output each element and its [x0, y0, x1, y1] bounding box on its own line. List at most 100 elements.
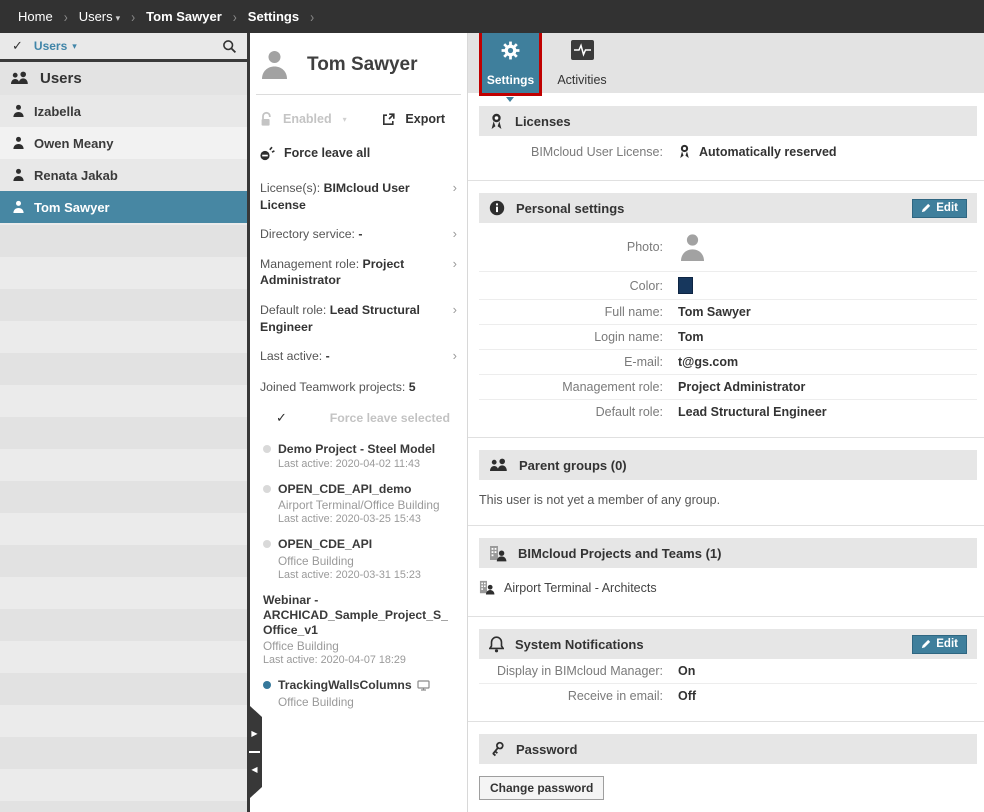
tab-activities[interactable]: Activities: [550, 33, 614, 93]
force-leave-selected-button[interactable]: Force leave selected: [329, 410, 450, 425]
collapse-left-icon[interactable]: ◀: [251, 765, 258, 774]
settings-panel: Settings Activities Licenses BIMcloud Us…: [467, 33, 984, 812]
section-projects-teams-header: BIMcloud Projects and Teams (1): [479, 538, 977, 568]
monitor-icon: [417, 680, 430, 691]
sidebar-item-renata-jakab[interactable]: Renata Jakab: [0, 159, 247, 191]
license-ribbon-icon: [680, 144, 689, 158]
user-color-swatch: [678, 277, 693, 294]
section-projects-teams: BIMcloud Projects and Teams (1) Airport …: [468, 538, 984, 617]
display-in-manager-row: Display in BIMcloud Manager: On: [479, 659, 977, 684]
export-button[interactable]: Export: [381, 112, 445, 127]
sidebar: ✓ Users ▾ Users Izabella Owen Meany Rena…: [0, 33, 247, 812]
team-item-airport-terminal-architects[interactable]: Airport Terminal - Architects: [479, 568, 977, 603]
chevron-down-icon: ▾: [115, 13, 121, 23]
joined-projects-count: Joined Teamwork projects: 5: [260, 379, 416, 394]
user-icon: [13, 136, 24, 149]
detail-actions: Enabled ▾ Export Force leave all: [250, 95, 467, 161]
section-password-header: Password: [479, 734, 977, 764]
breadcrumb-separator: ›: [131, 7, 136, 26]
sidebar-filter-label[interactable]: Users: [33, 39, 68, 53]
gear-icon: [501, 41, 520, 60]
export-icon: [383, 112, 396, 125]
tab-settings[interactable]: Settings: [482, 33, 539, 93]
default-role-row: Default role: Lead Structural Engineer: [595, 405, 827, 419]
search-icon[interactable]: [222, 39, 237, 54]
edit-notifications-button[interactable]: Edit: [912, 634, 967, 654]
change-password-button[interactable]: Change password: [479, 776, 605, 800]
breadcrumb-separator: ›: [232, 7, 237, 26]
joined-projects-list: Demo Project - Steel Model Last active: …: [250, 438, 467, 709]
user-icon: [13, 200, 24, 213]
property-directory-service[interactable]: Directory service: - ›: [260, 226, 457, 242]
info-icon: [489, 200, 505, 216]
settings-content: Licenses BIMcloud User License: Automati…: [468, 93, 984, 812]
panel-divider: [247, 33, 250, 812]
section-licenses-header: Licenses: [479, 106, 977, 136]
sidebar-empty-rows: [0, 225, 247, 812]
force-leave-icon: [260, 146, 275, 161]
edit-personal-button[interactable]: Edit: [912, 198, 967, 218]
sidebar-item-tom-sawyer[interactable]: Tom Sawyer: [0, 191, 247, 223]
sidebar-group-users[interactable]: Users: [0, 62, 247, 95]
sidebar-item-owen-meany[interactable]: Owen Meany: [0, 127, 247, 159]
project-item[interactable]: OPEN_CDE_API_demo Airport Terminal/Offic…: [263, 482, 457, 525]
building-user-icon: [490, 545, 507, 561]
detail-header: Tom Sawyer: [250, 33, 467, 81]
license-row: BIMcloud User License: Automatically res…: [530, 144, 837, 159]
check-icon[interactable]: ✓: [276, 409, 287, 425]
building-user-icon: [479, 580, 495, 595]
color-row: Color:: [479, 272, 977, 300]
breadcrumb-home[interactable]: Home: [18, 9, 53, 24]
breadcrumb-separator: ›: [63, 7, 68, 26]
sidebar-item-izabella[interactable]: Izabella: [0, 95, 247, 127]
section-personal-header: Personal settings Edit: [479, 193, 977, 223]
property-default-role[interactable]: Default role: Lead Structural Engineer ›: [260, 301, 457, 334]
license-ribbon-icon: [491, 113, 502, 129]
panel-collapse-handles: ▶ ◀: [247, 706, 262, 798]
bell-icon: [489, 635, 504, 652]
photo-row: Photo:: [479, 223, 977, 272]
chevron-right-icon: ›: [452, 226, 457, 242]
handle-separator: [249, 751, 260, 753]
key-icon: [492, 741, 504, 757]
divider: [256, 94, 461, 95]
sidebar-group-label: Users: [40, 70, 82, 87]
project-item[interactable]: Webinar - ARCHICAD_Sample_Project_S_Offi…: [263, 592, 448, 667]
unlock-icon: [261, 111, 271, 126]
pencil-icon: [922, 203, 931, 212]
status-dot-icon: [263, 485, 271, 493]
sidebar-filter-row[interactable]: ✓ Users ▾: [0, 33, 247, 62]
users-group-icon: [11, 71, 28, 84]
section-parent-groups: Parent groups (0) This user is not yet a…: [468, 450, 984, 526]
project-item[interactable]: OPEN_CDE_API Office Building Last active…: [263, 537, 457, 581]
user-icon: [13, 168, 24, 181]
section-parent-groups-header: Parent groups (0): [479, 450, 977, 480]
expand-right-icon[interactable]: ▶: [251, 729, 258, 738]
chevron-right-icon: ›: [452, 301, 457, 317]
section-personal-settings: Personal settings Edit Photo: Color:: [468, 193, 984, 438]
detail-properties: License(s): BIMcloud User License › Dire…: [250, 161, 467, 365]
breadcrumb-users[interactable]: Users ▾: [78, 9, 121, 24]
user-icon: [13, 104, 24, 117]
property-licenses[interactable]: License(s): BIMcloud User License ›: [260, 180, 457, 212]
property-management-role[interactable]: Management role: Project Administrator ›: [260, 255, 457, 288]
breadcrumb: Home › Users ▾ › Tom Sawyer › Settings ›: [0, 0, 984, 33]
project-item[interactable]: TrackingWallsColumns Office Building: [263, 678, 457, 709]
force-leave-all-button[interactable]: Force leave all: [259, 145, 457, 161]
chevron-down-icon: ▾: [342, 114, 347, 124]
section-notifications-header: System Notifications Edit: [479, 629, 977, 659]
activity-pulse-icon: [570, 40, 594, 60]
breadcrumb-separator: ›: [310, 7, 315, 26]
detail-panel: Tom Sawyer Enabled ▾ Export Force leave …: [250, 33, 467, 812]
property-last-active[interactable]: Last active: - ›: [260, 348, 457, 364]
status-dot-active-icon: [263, 681, 271, 690]
detail-title: Tom Sawyer: [307, 53, 418, 75]
section-password: Password Change password: [468, 734, 984, 812]
project-item[interactable]: Demo Project - Steel Model Last active: …: [263, 442, 457, 470]
chevron-right-icon: ›: [452, 255, 457, 271]
breadcrumb-settings[interactable]: Settings: [247, 9, 300, 24]
enabled-dropdown[interactable]: Enabled ▾: [259, 111, 347, 127]
users-group-icon: [490, 458, 507, 471]
breadcrumb-tom-sawyer[interactable]: Tom Sawyer: [146, 9, 222, 24]
management-role-row: Management role: Project Administrator: [479, 375, 977, 400]
